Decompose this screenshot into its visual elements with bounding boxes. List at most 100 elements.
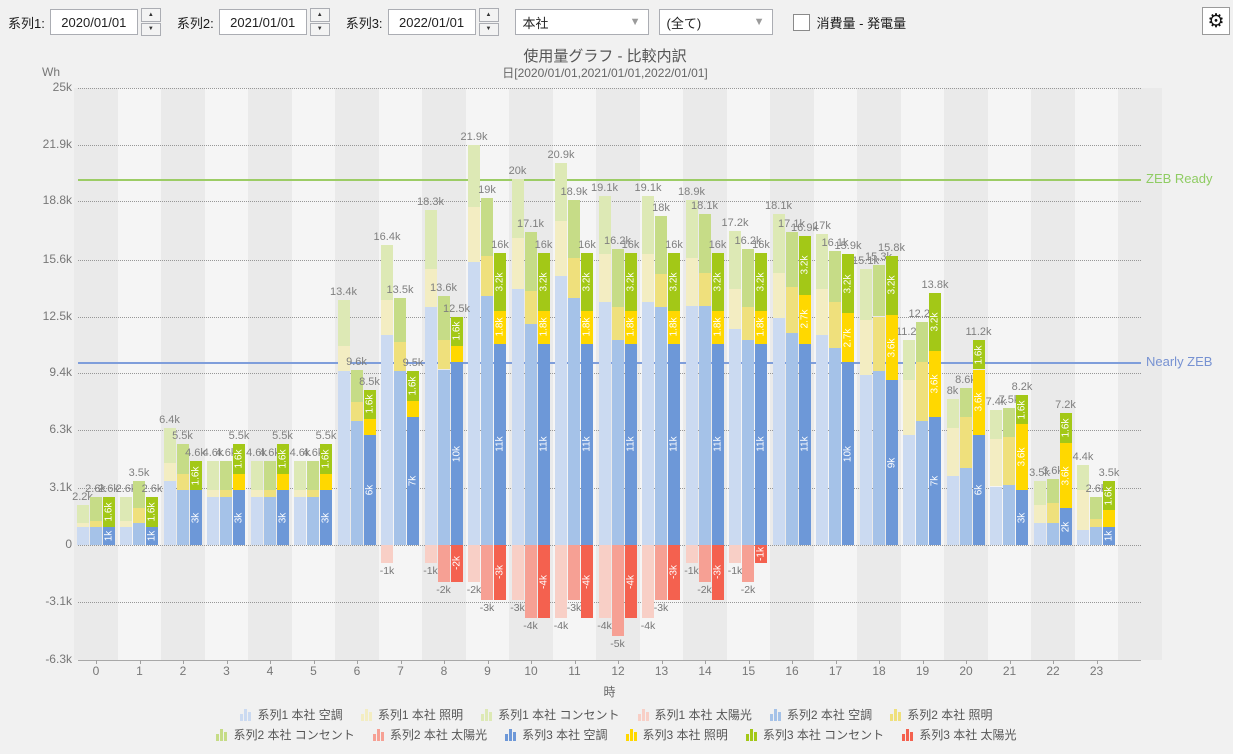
bar-segment[interactable]: [450, 362, 463, 545]
bar-segment[interactable]: [829, 301, 841, 348]
bar-segment[interactable]: [798, 343, 811, 545]
bar-segment[interactable]: [798, 294, 811, 344]
bar-segment-solar[interactable]: [555, 545, 567, 619]
bar-segment[interactable]: [916, 420, 928, 545]
bar-segment-solar[interactable]: [685, 545, 698, 564]
bar-segment[interactable]: [307, 460, 319, 491]
spin-down-icon[interactable]: ▼: [140, 22, 161, 36]
bar-segment[interactable]: [885, 380, 898, 545]
bar-segment[interactable]: [220, 460, 232, 491]
legend-item[interactable]: 系列3 本社 コンセント: [745, 725, 884, 744]
bar-segment[interactable]: [233, 490, 245, 545]
legend-item[interactable]: 系列2 本社 コンセント: [216, 725, 355, 744]
bar-segment[interactable]: [276, 473, 289, 491]
bar-segment[interactable]: [337, 300, 350, 346]
bar-segment[interactable]: [276, 444, 289, 474]
bar-segment[interactable]: [76, 504, 89, 524]
bar-segment[interactable]: [685, 258, 698, 306]
bar-segment[interactable]: [555, 162, 567, 222]
bar-segment[interactable]: [294, 460, 306, 491]
bar-segment-solar[interactable]: [755, 545, 767, 564]
bar-segment[interactable]: [903, 435, 915, 545]
bar-segment[interactable]: [946, 475, 959, 545]
bar-segment[interactable]: [729, 230, 741, 290]
bar-segment[interactable]: [711, 343, 724, 545]
bar-segment[interactable]: [698, 305, 711, 545]
bar-segment[interactable]: [220, 490, 232, 498]
legend-item[interactable]: 系列2 本社 空調: [769, 705, 872, 724]
bar-segment[interactable]: [381, 300, 393, 335]
bar-segment[interactable]: [511, 289, 524, 545]
legend-item[interactable]: 系列3 本社 照明: [625, 725, 728, 744]
bar-segment[interactable]: [176, 490, 189, 545]
bar-segment[interactable]: [624, 252, 637, 311]
legend-item[interactable]: 系列1 本社 太陽光: [637, 705, 752, 724]
bar-segment[interactable]: [729, 289, 741, 330]
bar-segment[interactable]: [494, 311, 506, 344]
bar-segment[interactable]: [207, 490, 219, 498]
bar-segment-solar[interactable]: [424, 545, 437, 564]
spin-down-icon[interactable]: ▼: [478, 22, 499, 36]
bar-segment[interactable]: [120, 526, 132, 545]
bar-segment[interactable]: [537, 343, 550, 545]
bar-segment-solar[interactable]: [611, 545, 624, 637]
bar-segment[interactable]: [263, 490, 276, 498]
bar-segment[interactable]: [1090, 526, 1102, 545]
bar-segment[interactable]: [990, 438, 1002, 487]
bar-segment[interactable]: [598, 301, 611, 545]
bar-segment[interactable]: [481, 197, 493, 257]
bar-segment[interactable]: [916, 321, 928, 363]
bar-segment[interactable]: [350, 402, 363, 421]
bar-segment[interactable]: [885, 256, 898, 315]
bar-segment[interactable]: [742, 248, 754, 308]
bar-segment-solar[interactable]: [642, 545, 654, 619]
bar-segment[interactable]: [481, 256, 493, 297]
bar-segment[interactable]: [307, 490, 319, 498]
bar-segment[interactable]: [1016, 424, 1028, 491]
bar-segment[interactable]: [220, 497, 232, 545]
bar-segment[interactable]: [885, 314, 898, 381]
bar-segment[interactable]: [842, 362, 854, 545]
bar-segment-solar[interactable]: [729, 545, 741, 564]
bar-segment[interactable]: [207, 497, 219, 545]
bar-segment-solar[interactable]: [481, 545, 493, 600]
bar-segment[interactable]: [642, 254, 654, 302]
legend-item[interactable]: 系列1 本社 空調: [240, 705, 343, 724]
bar-segment[interactable]: [394, 371, 406, 545]
bar-segment[interactable]: [537, 252, 550, 311]
bar-segment[interactable]: [89, 497, 102, 522]
bar-segment[interactable]: [320, 473, 332, 491]
bar-segment-solar[interactable]: [437, 545, 450, 582]
bar-segment[interactable]: [581, 343, 593, 545]
legend-item[interactable]: 系列1 本社 コンセント: [481, 705, 620, 724]
bar-segment-solar[interactable]: [524, 545, 537, 619]
bar-segment[interactable]: [668, 343, 680, 545]
bar-segment[interactable]: [872, 265, 885, 317]
bar-segment-solar[interactable]: [581, 545, 593, 619]
bar-segment[interactable]: [133, 523, 145, 545]
bar-segment[interactable]: [102, 497, 115, 527]
bar-segment[interactable]: [785, 287, 798, 333]
bar-segment[interactable]: [424, 210, 437, 269]
legend-item[interactable]: 系列2 本社 照明: [890, 705, 993, 724]
bar-segment[interactable]: [537, 311, 550, 344]
building-select[interactable]: 本社 ▼: [514, 9, 649, 35]
bar-segment[interactable]: [189, 490, 202, 545]
bar-segment-solar[interactable]: [494, 545, 506, 600]
legend-item[interactable]: 系列3 本社 太陽光: [902, 725, 1017, 744]
bar-segment[interactable]: [929, 292, 941, 352]
bar-segment[interactable]: [972, 340, 985, 370]
bar-segment[interactable]: [163, 481, 176, 545]
bar-segment-solar[interactable]: [742, 545, 754, 582]
bar-segment[interactable]: [581, 311, 593, 344]
bar-segment[interactable]: [816, 289, 828, 335]
bar-segment[interactable]: [568, 298, 580, 545]
bar-segment[interactable]: [233, 473, 245, 491]
bar-segment[interactable]: [946, 398, 959, 428]
bar-segment-solar[interactable]: [624, 545, 637, 619]
bar-segment-solar[interactable]: [668, 545, 680, 600]
bar-segment[interactable]: [233, 444, 245, 474]
bar-segment[interactable]: [1103, 510, 1115, 527]
bar-segment[interactable]: [729, 329, 741, 545]
bar-segment[interactable]: [772, 272, 785, 319]
